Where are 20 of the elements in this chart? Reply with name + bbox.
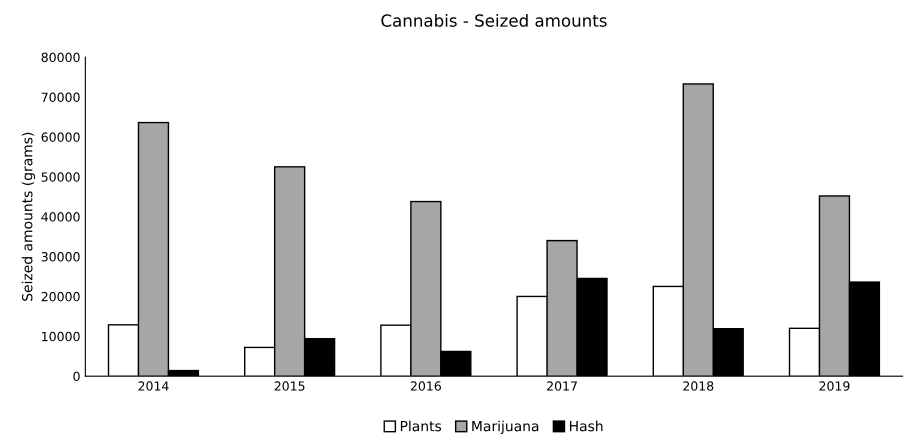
y-tick-label: 80000: [42, 52, 80, 62]
y-tick-label: 20000: [42, 292, 80, 302]
y-tick-label: 50000: [42, 172, 80, 182]
y-tick-label: 40000: [41, 212, 80, 222]
y-tick-label: 60000: [42, 132, 80, 142]
chart-title: Cannabis - Seized amounts: [381, 14, 607, 27]
legend-label: Marijuana: [472, 420, 538, 434]
legend-label: Hash: [570, 420, 602, 432]
x-tick-label: 2015: [274, 381, 304, 391]
y-tick-label: 70000: [42, 92, 80, 102]
legend-label: Plants: [400, 420, 442, 432]
x-tick-label: 2016: [410, 381, 441, 391]
x-tick-label: 2014: [138, 381, 169, 391]
y-axis-title: Seized amounts (grams): [22, 132, 36, 301]
y-tick-label: 10000: [42, 332, 80, 342]
y-tick-label: 0: [73, 372, 80, 382]
y-tick-label: 30000: [42, 252, 80, 262]
x-tick-label: 2017: [547, 381, 577, 391]
x-tick-label: 2018: [683, 381, 714, 391]
x-tick-label: 2019: [819, 381, 850, 391]
